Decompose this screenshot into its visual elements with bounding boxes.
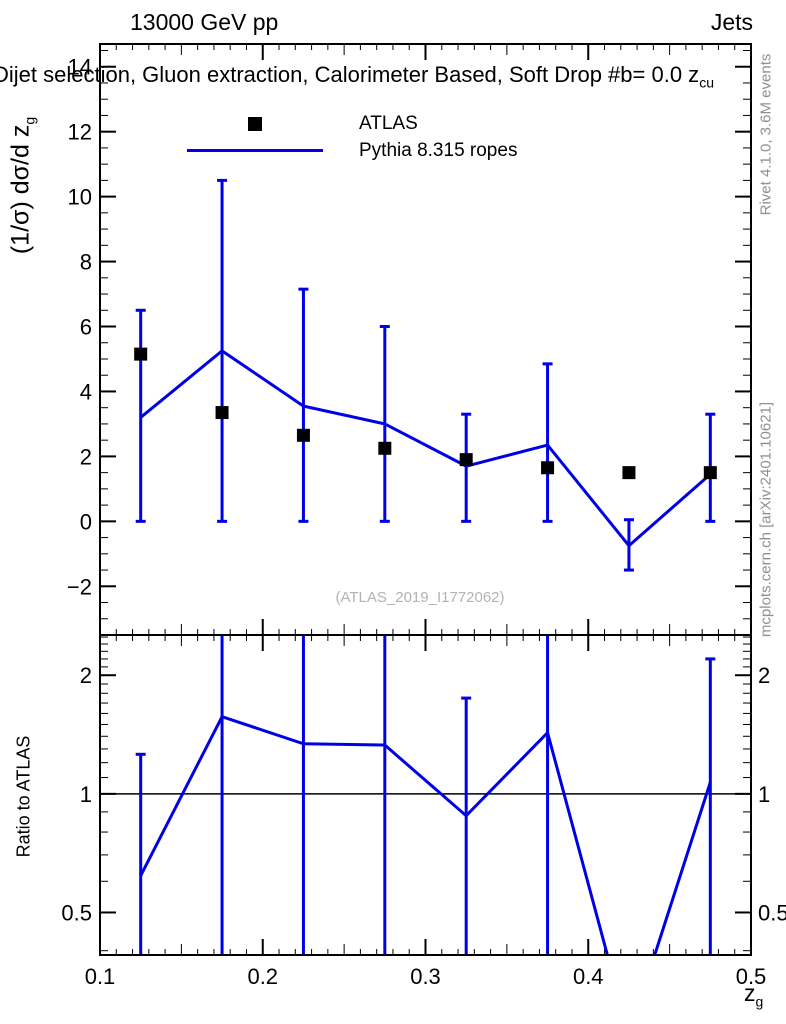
main-y-axis-label: (1/σ) dσ/d zg — [6, 116, 38, 255]
ratio-y-axis-label: Ratio to ATLAS — [13, 735, 34, 858]
rivet-version-note: Rivet 4.1.0, 3.6M events — [757, 53, 775, 216]
svg-text:10: 10 — [68, 185, 92, 210]
svg-text:2: 2 — [80, 444, 92, 469]
beam-energy-label: 13000 GeV pp — [130, 9, 279, 35]
svg-text:2: 2 — [80, 663, 92, 688]
svg-text:8: 8 — [80, 250, 92, 275]
svg-text:0.5: 0.5 — [736, 964, 767, 989]
atlas-data-points — [134, 347, 717, 480]
ratio-error-bars — [135, 635, 716, 955]
svg-text:6: 6 — [80, 315, 92, 340]
svg-text:1: 1 — [758, 782, 770, 807]
legend-label-atlas: ATLAS — [359, 113, 418, 134]
svg-text:0.3: 0.3 — [410, 964, 441, 989]
main-panel-frame — [99, 43, 752, 636]
analysis-category-label: Jets — [710, 9, 753, 35]
svg-text:0.5: 0.5 — [758, 900, 786, 925]
svg-text:0.4: 0.4 — [573, 964, 604, 989]
svg-text:2: 2 — [758, 663, 770, 688]
ratio-line — [139, 714, 712, 955]
pythia-line — [139, 348, 712, 548]
analysis-id-watermark: (ATLAS_2019_I1772062) — [335, 589, 505, 606]
svg-text:0.5: 0.5 — [61, 900, 92, 925]
svg-text:−2: −2 — [67, 574, 92, 599]
axis-ticks — [99, 44, 752, 955]
svg-text:0: 0 — [80, 509, 92, 534]
plot-title: Dijet selection, Gluon extraction, Calor… — [0, 62, 786, 90]
legend-square-marker-icon — [248, 117, 262, 131]
svg-text:0.1: 0.1 — [85, 964, 116, 989]
plot-title-subscript: cu — [699, 74, 714, 91]
mcplots-arxiv-note: mcplots.cern.ch [arXiv:2401.10621] — [757, 401, 775, 638]
svg-text:0.2: 0.2 — [247, 964, 278, 989]
svg-text:1: 1 — [80, 782, 92, 807]
plot-title-text: Dijet selection, Gluon extraction, Calor… — [0, 62, 700, 87]
svg-text:4: 4 — [80, 379, 92, 404]
svg-text:12: 12 — [68, 120, 92, 145]
legend-label-pythia: Pythia 8.315 ropes — [359, 140, 518, 161]
pythia-error-bars — [135, 178, 716, 572]
legend-line-marker-icon — [187, 149, 323, 152]
svg-text:14: 14 — [68, 55, 92, 80]
x-axis-label: zg — [744, 980, 764, 1010]
ratio-panel-frame — [99, 634, 752, 956]
